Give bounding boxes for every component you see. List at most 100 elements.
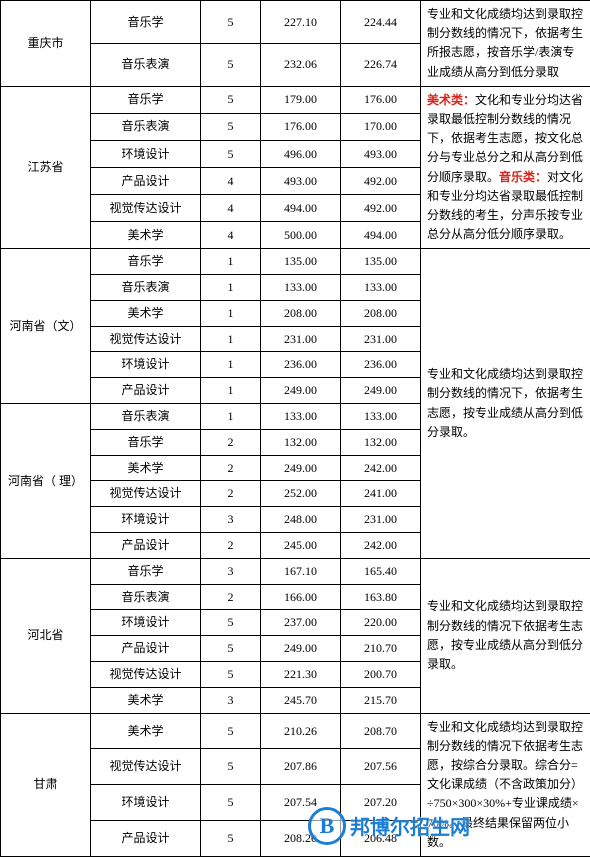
description-cell: 美术类：文化和专业分均达省录取最低控制分数线的情况下，依据考生志愿，按文化总分与…	[421, 86, 590, 249]
count-cell: 5	[201, 636, 261, 662]
count-cell: 2	[201, 584, 261, 610]
score-a-cell: 207.54	[261, 785, 341, 821]
score-a-cell: 133.00	[261, 404, 341, 430]
count-cell: 2	[201, 455, 261, 481]
major-cell: 美术学	[91, 455, 201, 481]
major-cell: 环境设计	[91, 507, 201, 533]
major-cell: 产品设计	[91, 821, 201, 857]
major-cell: 产品设计	[91, 636, 201, 662]
score-a-cell: 248.00	[261, 507, 341, 533]
score-a-cell: 500.00	[261, 222, 341, 249]
count-cell: 1	[201, 378, 261, 404]
major-cell: 视觉传达设计	[91, 662, 201, 688]
score-b-cell: 215.70	[341, 687, 421, 713]
score-a-cell: 231.00	[261, 326, 341, 352]
count-cell: 3	[201, 687, 261, 713]
score-b-cell: 207.20	[341, 785, 421, 821]
score-a-cell: 249.00	[261, 636, 341, 662]
score-a-cell: 207.86	[261, 749, 341, 785]
major-cell: 环境设计	[91, 785, 201, 821]
major-cell: 环境设计	[91, 140, 201, 167]
major-cell: 产品设计	[91, 167, 201, 194]
score-a-cell: 236.00	[261, 352, 341, 378]
score-b-cell: 163.80	[341, 584, 421, 610]
score-b-cell: 242.00	[341, 533, 421, 559]
score-b-cell: 135.00	[341, 249, 421, 275]
major-cell: 音乐表演	[91, 43, 201, 86]
major-cell: 视觉传达设计	[91, 195, 201, 222]
count-cell: 4	[201, 195, 261, 222]
count-cell: 5	[201, 113, 261, 140]
major-cell: 视觉传达设计	[91, 749, 201, 785]
score-b-cell: 236.00	[341, 352, 421, 378]
desc-highlight: 美术类：	[427, 93, 475, 107]
major-cell: 音乐学	[91, 86, 201, 113]
major-cell: 音乐学	[91, 558, 201, 584]
score-b-cell: 176.00	[341, 86, 421, 113]
score-a-cell: 208.00	[261, 300, 341, 326]
major-cell: 音乐学	[91, 429, 201, 455]
count-cell: 5	[201, 785, 261, 821]
count-cell: 2	[201, 429, 261, 455]
score-a-cell: 493.00	[261, 167, 341, 194]
table-row: 重庆市音乐学5227.10224.44专业和文化成绩均达到录取控制分数线的情况下…	[1, 1, 590, 44]
score-a-cell: 232.06	[261, 43, 341, 86]
major-cell: 美术学	[91, 713, 201, 749]
score-a-cell: 245.00	[261, 533, 341, 559]
score-b-cell: 206.48	[341, 821, 421, 857]
major-cell: 音乐表演	[91, 275, 201, 301]
count-cell: 1	[201, 352, 261, 378]
major-cell: 环境设计	[91, 610, 201, 636]
count-cell: 5	[201, 86, 261, 113]
major-cell: 产品设计	[91, 533, 201, 559]
province-cell: 河北省	[1, 558, 91, 713]
score-a-cell: 227.10	[261, 1, 341, 44]
score-a-cell: 221.30	[261, 662, 341, 688]
desc-highlight: 音乐类：	[499, 170, 547, 184]
count-cell: 5	[201, 43, 261, 86]
major-cell: 音乐表演	[91, 404, 201, 430]
score-a-cell: 249.00	[261, 455, 341, 481]
major-cell: 音乐表演	[91, 113, 201, 140]
score-b-cell: 493.00	[341, 140, 421, 167]
score-b-cell: 492.00	[341, 195, 421, 222]
count-cell: 1	[201, 404, 261, 430]
description-cell: 专业和文化成绩均达到录取控制分数线的情况下，依据考生志愿，按专业成绩从高分到低分…	[421, 249, 590, 559]
score-b-cell: 231.00	[341, 326, 421, 352]
score-b-cell: 207.56	[341, 749, 421, 785]
table-row: 河南省（文）音乐学1135.00135.00专业和文化成绩均达到录取控制分数线的…	[1, 249, 590, 275]
score-b-cell: 133.00	[341, 275, 421, 301]
count-cell: 4	[201, 167, 261, 194]
score-a-cell: 133.00	[261, 275, 341, 301]
table-row: 江苏省音乐学5179.00176.00美术类：文化和专业分均达省录取最低控制分数…	[1, 86, 590, 113]
score-b-cell: 249.00	[341, 378, 421, 404]
major-cell: 产品设计	[91, 378, 201, 404]
score-a-cell: 496.00	[261, 140, 341, 167]
major-cell: 音乐学	[91, 1, 201, 44]
count-cell: 5	[201, 610, 261, 636]
score-b-cell: 242.00	[341, 455, 421, 481]
score-a-cell: 132.00	[261, 429, 341, 455]
score-a-cell: 237.00	[261, 610, 341, 636]
count-cell: 2	[201, 533, 261, 559]
count-cell: 1	[201, 249, 261, 275]
count-cell: 3	[201, 558, 261, 584]
major-cell: 音乐表演	[91, 584, 201, 610]
major-cell: 音乐学	[91, 249, 201, 275]
description-cell: 专业和文化成绩均达到录取控制分数线的情况下依据考生志愿，按专业成绩从高分到低分录…	[421, 558, 590, 713]
score-b-cell: 208.00	[341, 300, 421, 326]
score-b-cell: 208.70	[341, 713, 421, 749]
count-cell: 1	[201, 300, 261, 326]
score-a-cell: 208.20	[261, 821, 341, 857]
description-cell: 专业和文化成绩均达到录取控制分数线的情况下，依据考生所报志愿，按音乐学/表演专业…	[421, 1, 590, 87]
score-a-cell: 166.00	[261, 584, 341, 610]
table-row: 河北省音乐学3167.10165.40专业和文化成绩均达到录取控制分数线的情况下…	[1, 558, 590, 584]
major-cell: 视觉传达设计	[91, 326, 201, 352]
score-b-cell: 224.44	[341, 1, 421, 44]
score-a-cell: 210.26	[261, 713, 341, 749]
score-a-cell: 167.10	[261, 558, 341, 584]
score-a-cell: 179.00	[261, 86, 341, 113]
score-b-cell: 226.74	[341, 43, 421, 86]
score-b-cell: 170.00	[341, 113, 421, 140]
score-b-cell: 231.00	[341, 507, 421, 533]
